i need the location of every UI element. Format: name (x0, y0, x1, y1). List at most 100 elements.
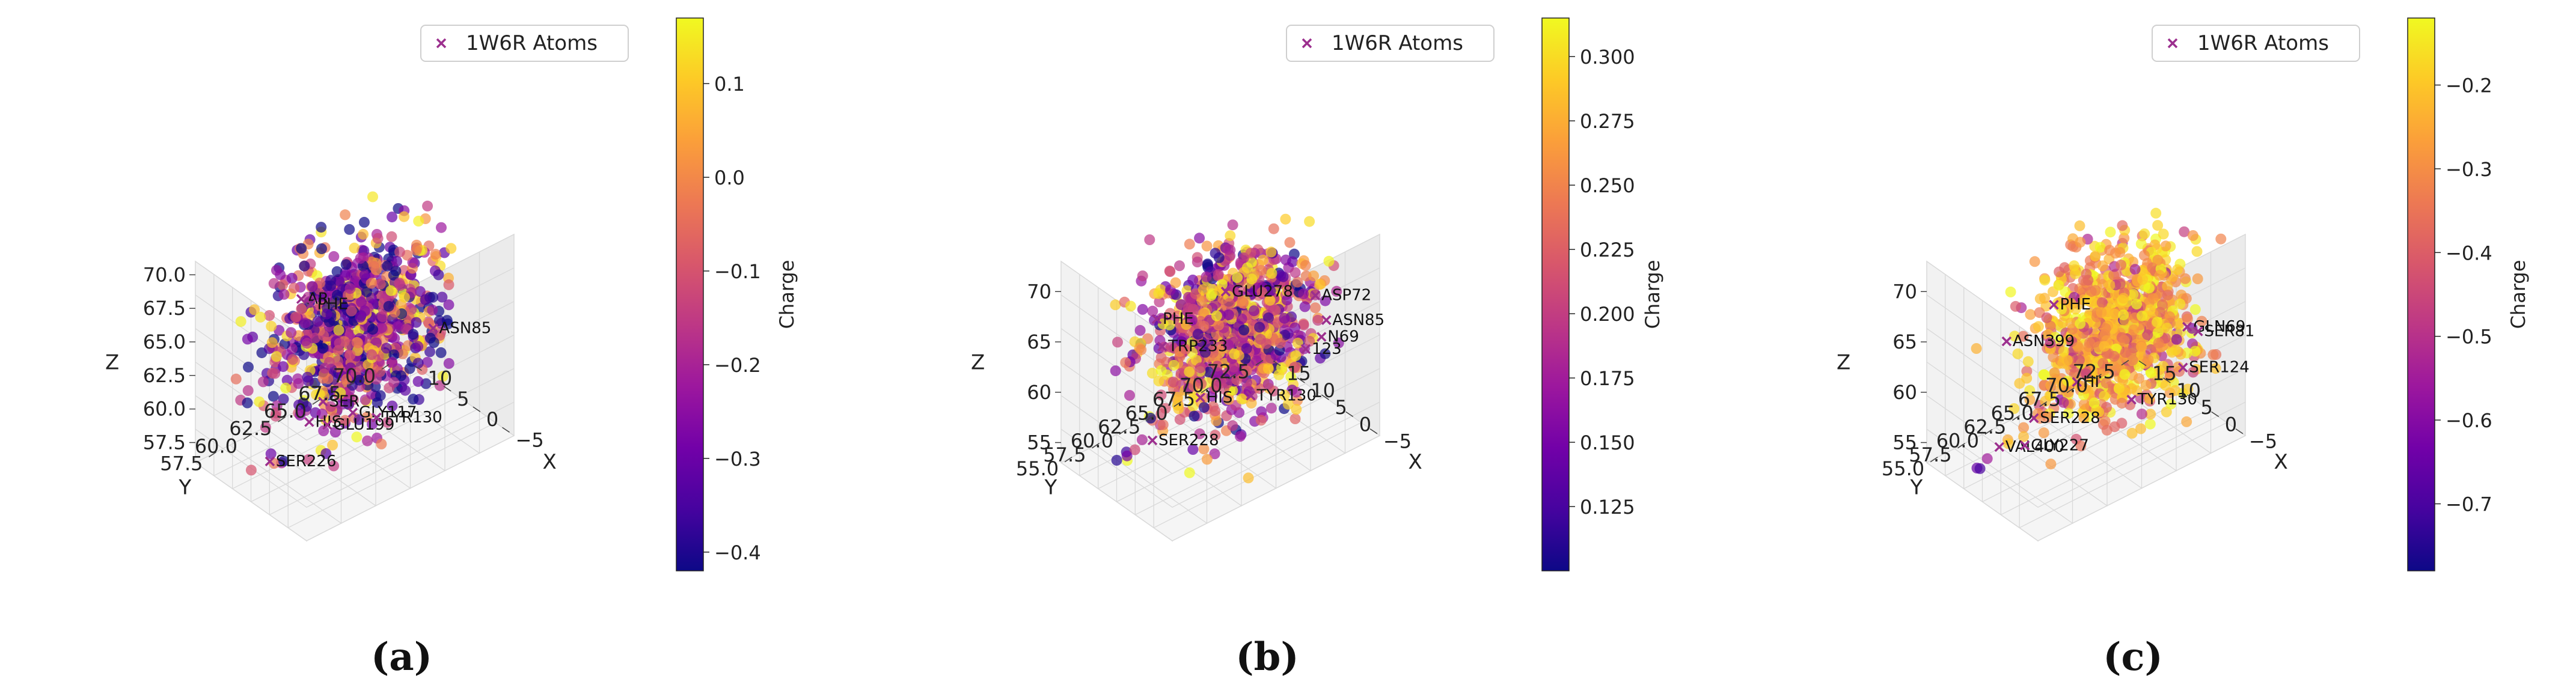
gridline (1060, 368, 1380, 475)
scatter-point (1187, 275, 1199, 285)
scatter-point (329, 412, 340, 424)
scatter-point (257, 376, 269, 388)
scatter-point (412, 358, 424, 369)
scatter-point (314, 389, 325, 400)
atom-marker-stroke (1310, 290, 1321, 300)
z-tick-label: 57.5 (143, 431, 186, 454)
scatter-point (1254, 321, 1265, 333)
scatter-point (1189, 410, 1200, 422)
scatter-point (1125, 300, 1136, 312)
scatter-point (2009, 330, 2021, 342)
scatter-point (369, 261, 380, 272)
scatter-point (2079, 383, 2091, 394)
scatter-point (2038, 369, 2049, 380)
scatter-point (2179, 226, 2190, 237)
scatter-point (2160, 240, 2171, 252)
scatter-point (2119, 369, 2131, 380)
scatter-point (388, 269, 399, 281)
scatter-point (412, 341, 424, 352)
y-tick-mark (278, 416, 286, 422)
scatter-point (399, 291, 410, 303)
scatter-point (396, 370, 407, 382)
colorbar-tick-label: −0.7 (2446, 493, 2492, 516)
scatter-point (1320, 348, 1331, 359)
legend-box (420, 25, 629, 62)
scatter-point (1292, 337, 1303, 349)
scatter-point (321, 308, 332, 320)
scatter-point (327, 439, 338, 451)
y-tick-label: 62.5 (1098, 416, 1140, 439)
scatter-point (367, 324, 378, 335)
scatter-point (1182, 303, 1194, 314)
scatter-point (2139, 228, 2150, 240)
scatter-point (433, 269, 444, 281)
atom-label: SER81 (2204, 322, 2254, 340)
x-tick-label: 15 (1286, 362, 1311, 385)
scatter-point (430, 249, 441, 260)
scatter-point (1222, 377, 1233, 389)
scatter-point (400, 385, 411, 396)
scatter-point (1184, 366, 1195, 377)
scatter-point (2073, 355, 2085, 366)
scatter-point (2187, 230, 2198, 241)
gridline (1926, 401, 2246, 508)
scatter-point (2158, 361, 2169, 372)
scatter-point (1155, 389, 1167, 401)
scatter-point (2033, 321, 2044, 332)
scatter-point (1164, 319, 1175, 330)
scatter-point (408, 394, 419, 405)
scatter-point (1229, 349, 1240, 360)
scatter-point (1275, 270, 1286, 281)
x-tick-label: 5 (457, 388, 469, 410)
atom-marker-stroke (347, 407, 358, 418)
legend-box (2152, 25, 2360, 62)
legend-label: 1W6R Atoms (1332, 31, 1463, 55)
scatter-point (1265, 285, 1276, 297)
axis-ticks: 57.560.062.565.067.570.057.560.062.565.0… (143, 263, 544, 475)
scatter-point (1211, 310, 1222, 321)
y-tick-mark (1930, 457, 1938, 463)
scatter-point (2119, 233, 2130, 244)
x-tick-mark (1369, 428, 1378, 434)
scatter-point (2128, 288, 2139, 300)
atom-label: HIS (1207, 389, 1233, 407)
scatter-point (1136, 434, 1148, 445)
scatter-point (2005, 286, 2016, 297)
scatter-point (2158, 228, 2169, 240)
scatter-point (296, 303, 307, 315)
scatter-point (1331, 285, 1342, 297)
scatter-point (2191, 246, 2203, 257)
scatter-point (2065, 298, 2076, 309)
chart-panel-3: PHEASN399GLN69SER81SER124HISER228VAL400G… (1837, 17, 2530, 680)
scatter-point (2145, 409, 2156, 420)
legend-marker (2167, 38, 2178, 49)
atom-marker (428, 323, 438, 333)
x-tick-mark (2162, 377, 2171, 383)
panel-caption: (a) (371, 635, 432, 680)
scatter-points (1110, 213, 1344, 484)
scatter-point (2114, 278, 2126, 290)
scatter-point (1279, 389, 1290, 401)
x-tick-label: 0 (2225, 413, 2237, 436)
scatter-point (255, 311, 266, 323)
y-tick-mark (347, 382, 355, 388)
z-tick-label: 55 (1892, 431, 1917, 454)
scatter-point (2097, 260, 2108, 272)
scatter-point (1168, 359, 1179, 371)
atom-marker (265, 456, 275, 467)
x-tick-mark (473, 406, 481, 412)
axis-ticks: 55 60 65 70 55.057.560.062.565.067.570.072.5… (1016, 280, 1412, 480)
scatter-point (2072, 341, 2084, 353)
scatter-point (1174, 260, 1185, 272)
scatter-point (1136, 344, 1147, 356)
scatter-point (391, 255, 402, 267)
atom-marker (1157, 341, 1167, 352)
y-tick-mark (2039, 401, 2048, 407)
z-tick-label: 65 (1027, 330, 1051, 353)
scatter-point (2042, 412, 2054, 423)
scatter-point (2116, 397, 2128, 409)
scatter-point (2096, 297, 2108, 308)
scatter-point (2136, 341, 2147, 353)
scatter-point (2105, 227, 2116, 238)
x-tick-mark (1321, 394, 1329, 400)
